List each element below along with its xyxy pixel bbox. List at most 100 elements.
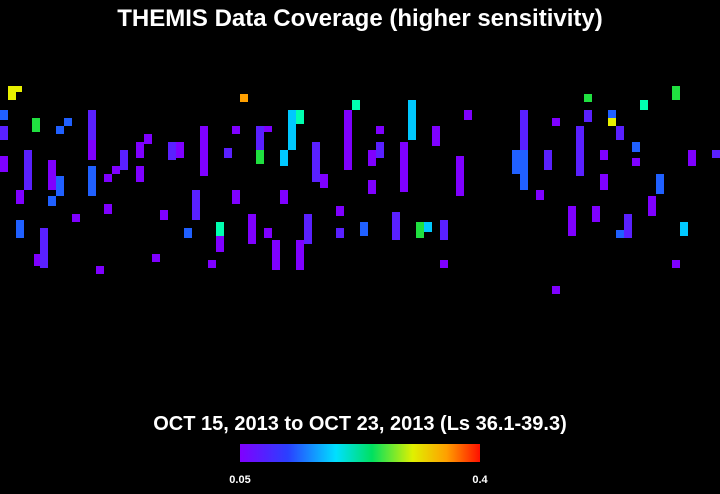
coverage-cell bbox=[520, 150, 528, 190]
coverage-cell bbox=[264, 228, 272, 238]
coverage-cell bbox=[656, 174, 664, 194]
coverage-cell bbox=[520, 110, 528, 150]
coverage-cell bbox=[272, 240, 280, 270]
coverage-cell bbox=[112, 166, 120, 174]
coverage-cell bbox=[552, 286, 560, 294]
title: THEMIS Data Coverage (higher sensitivity… bbox=[117, 5, 602, 32]
coverage-cell bbox=[16, 220, 24, 238]
coverage-cell bbox=[424, 222, 432, 232]
coverage-cell bbox=[368, 180, 376, 194]
coverage-cell bbox=[216, 222, 224, 236]
coverage-cell bbox=[56, 176, 64, 196]
coverage-cell bbox=[624, 214, 632, 238]
coverage-cell bbox=[576, 126, 584, 176]
coverage-cell bbox=[184, 228, 192, 238]
colorbar bbox=[240, 444, 480, 462]
coverage-cell bbox=[280, 190, 288, 204]
coverage-cell bbox=[192, 190, 200, 220]
coverage-cell bbox=[16, 190, 24, 204]
coverage-cell bbox=[88, 166, 96, 196]
coverage-cell bbox=[544, 150, 552, 170]
coverage-cell bbox=[72, 214, 80, 222]
coverage-cell bbox=[712, 150, 720, 158]
coverage-cell bbox=[136, 142, 144, 158]
coverage-cell bbox=[456, 156, 464, 196]
coverage-cell bbox=[608, 118, 616, 126]
coverage-cell bbox=[40, 228, 48, 268]
coverage-cell bbox=[648, 196, 656, 216]
coverage-cell bbox=[176, 142, 184, 158]
coverage-cell bbox=[344, 110, 352, 170]
coverage-cell bbox=[464, 110, 472, 120]
coverage-cell bbox=[256, 150, 264, 164]
coverage-cell bbox=[168, 142, 176, 160]
coverage-cell bbox=[688, 150, 696, 166]
coverage-cell bbox=[336, 228, 344, 238]
coverage-cell bbox=[616, 230, 624, 238]
coverage-cell bbox=[392, 212, 400, 240]
coverage-cell bbox=[232, 190, 240, 204]
coverage-cell bbox=[0, 110, 8, 120]
coverage-cell bbox=[256, 126, 264, 156]
coverage-cell bbox=[120, 150, 128, 170]
coverage-cell bbox=[416, 222, 424, 238]
coverage-cell bbox=[8, 86, 16, 100]
coverage-cell bbox=[136, 166, 144, 182]
coverage-cell bbox=[608, 110, 616, 124]
coverage-cell bbox=[568, 206, 576, 236]
coverage-cell bbox=[216, 236, 224, 252]
coverage-cell bbox=[288, 110, 296, 150]
coverage-cell bbox=[592, 206, 600, 222]
coverage-cell bbox=[600, 150, 608, 160]
coverage-cell bbox=[632, 158, 640, 166]
coverage-cell bbox=[0, 126, 8, 140]
coverage-cell bbox=[88, 110, 96, 140]
coverage-cell bbox=[376, 126, 384, 134]
coverage-cell bbox=[368, 150, 376, 166]
coverage-cell bbox=[440, 220, 448, 240]
coverage-cell bbox=[584, 94, 592, 102]
coverage-cell bbox=[296, 110, 304, 124]
coverage-cell bbox=[320, 174, 328, 188]
coverage-cell bbox=[552, 118, 560, 126]
colorbar-tick-label: 0.4 bbox=[472, 474, 488, 486]
coverage-cell bbox=[400, 142, 408, 192]
coverage-cell bbox=[34, 254, 42, 266]
coverage-cell bbox=[376, 142, 384, 158]
coverage-cell bbox=[248, 214, 256, 244]
coverage-cell bbox=[312, 142, 320, 182]
coverage-cell bbox=[304, 214, 312, 244]
coverage-cell bbox=[672, 86, 680, 100]
coverage-cell bbox=[56, 126, 64, 134]
coverage-cell bbox=[0, 156, 8, 172]
coverage-cell bbox=[584, 110, 592, 122]
coverage-cell bbox=[48, 160, 56, 190]
coverage-cell bbox=[224, 148, 232, 158]
coverage-cells bbox=[0, 86, 720, 294]
coverage-cell bbox=[680, 222, 688, 236]
coverage-cell bbox=[200, 126, 208, 176]
coverage-cell bbox=[600, 174, 608, 190]
coverage-cell bbox=[96, 266, 104, 274]
coverage-cell bbox=[360, 222, 368, 236]
coverage-cell bbox=[152, 254, 160, 262]
coverage-cell bbox=[616, 126, 624, 140]
coverage-cell bbox=[104, 204, 112, 214]
colorbar-tick-label: 0.05 bbox=[229, 474, 250, 486]
colorbar-ticks: 0.05 0.4 bbox=[229, 474, 488, 486]
subtitle: OCT 15, 2013 to OCT 23, 2013 (Ls 36.1-39… bbox=[153, 413, 567, 435]
coverage-cell bbox=[32, 118, 40, 132]
coverage-cell bbox=[352, 100, 360, 110]
coverage-cell bbox=[432, 126, 440, 146]
coverage-cell bbox=[232, 126, 240, 134]
coverage-cell bbox=[280, 150, 288, 166]
coverage-cell bbox=[264, 126, 272, 132]
coverage-cell bbox=[104, 174, 112, 182]
coverage-cell bbox=[88, 140, 96, 160]
coverage-cell bbox=[640, 100, 648, 110]
coverage-cell bbox=[208, 260, 216, 268]
coverage-cell bbox=[24, 150, 32, 190]
coverage-cell bbox=[336, 206, 344, 216]
coverage-cell bbox=[512, 150, 520, 174]
